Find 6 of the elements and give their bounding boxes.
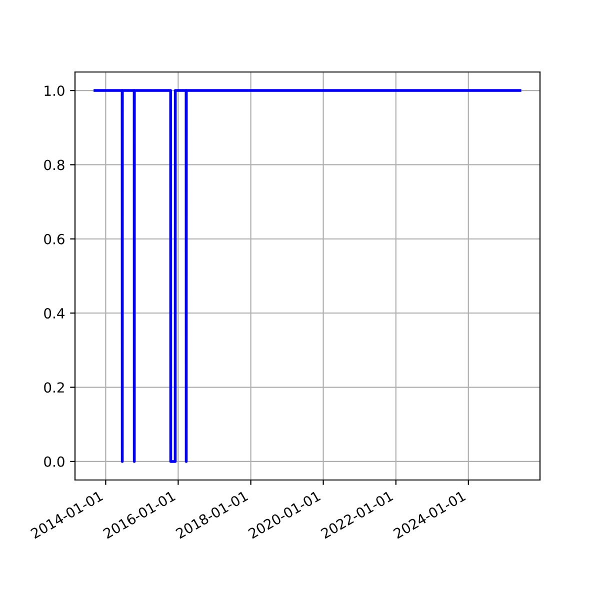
y-tick-label: 0.2	[44, 382, 64, 393]
y-tick-label: 0.4	[44, 308, 64, 319]
y-tick-label: 0.0	[44, 456, 64, 467]
y-tick-label: 0.8	[44, 160, 64, 170]
y-tick-label: 0.6	[44, 234, 64, 244]
y-tick-label: 1.0	[44, 86, 64, 96]
